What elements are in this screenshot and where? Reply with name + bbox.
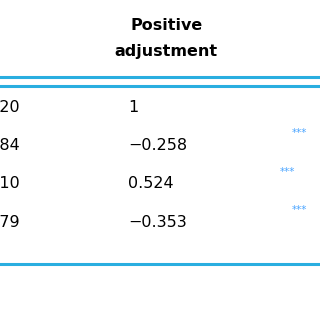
- Text: ***: ***: [291, 128, 307, 139]
- Text: ***: ***: [280, 167, 295, 177]
- Text: 0.620: 0.620: [0, 100, 20, 115]
- Text: 1: 1: [128, 100, 138, 115]
- Text: −0.258: −0.258: [128, 138, 187, 153]
- Text: 0.910: 0.910: [0, 177, 20, 191]
- Text: Positive: Positive: [130, 18, 203, 33]
- Text: 0.684: 0.684: [0, 138, 20, 153]
- Text: −0.353: −0.353: [128, 215, 187, 230]
- Text: 0.679: 0.679: [0, 215, 20, 230]
- Text: adjustment: adjustment: [115, 44, 218, 59]
- Text: ***: ***: [291, 205, 307, 215]
- Text: 0.524: 0.524: [128, 177, 174, 191]
